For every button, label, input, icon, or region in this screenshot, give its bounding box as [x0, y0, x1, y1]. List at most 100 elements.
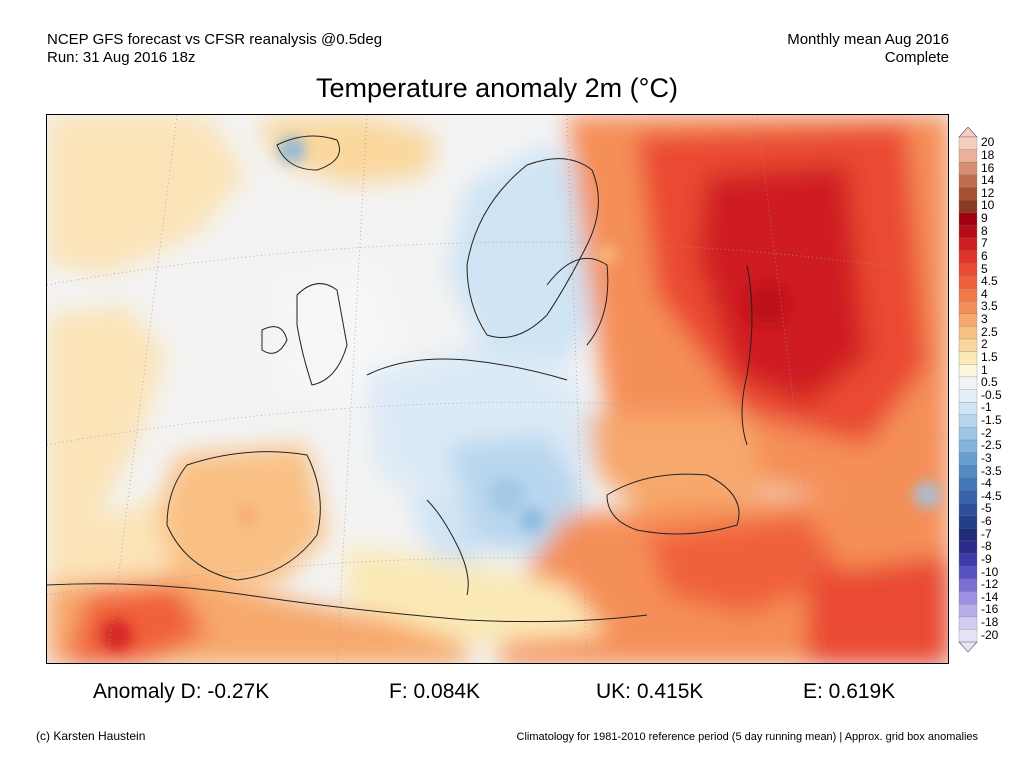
colorbar-swatch: [958, 477, 978, 491]
colorbar-swatch: [958, 376, 978, 390]
colorbar-tick-label: -1: [981, 400, 992, 415]
colorbar-swatch: [958, 414, 978, 428]
colorbar-tick-label: 9: [981, 211, 988, 226]
period-label: Monthly mean Aug 2016: [787, 31, 949, 48]
copyright: (c) Karsten Haustein: [36, 729, 146, 743]
colorbar-bottom-arrow: [958, 641, 978, 652]
colorbar-tick-label: 4: [981, 286, 988, 301]
colorbar-tick-label: -18: [981, 615, 999, 630]
colorbar-tick-label: 4.5: [981, 274, 998, 289]
colorbar-tick-label: -3.5: [981, 463, 1002, 478]
colorbar-tick-label: 2.5: [981, 324, 998, 339]
header-right: Monthly mean Aug 2016 Complete: [787, 31, 949, 67]
map-title: Temperature anomaly 2m (°C): [316, 73, 678, 103]
colorbar-tick-label: 5: [981, 261, 988, 276]
colorbar-tick-label: -4: [981, 476, 992, 491]
colorbar-swatch: [958, 250, 978, 264]
colorbar-tick-label: -5: [981, 501, 992, 516]
colorbar-swatch: [958, 439, 978, 454]
colorbar-swatch: [958, 452, 978, 466]
colorbar-swatch: [958, 351, 978, 365]
header-left: NCEP GFS forecast vs CFSR reanalysis @0.…: [47, 31, 382, 67]
colorbar-swatch: [958, 225, 978, 239]
colorbar-swatch: [958, 288, 978, 302]
stat-anomaly-d: Anomaly D: -0.27K: [93, 680, 270, 703]
model-label: NCEP GFS forecast vs CFSR reanalysis @0.…: [47, 31, 383, 48]
colorbar-tick-label: 12: [981, 185, 995, 200]
colorbar-swatch: [958, 237, 978, 252]
colorbar-swatch: [958, 313, 978, 327]
colorbar: [958, 127, 978, 652]
anomaly-map: [46, 114, 949, 664]
colorbar-swatch: [958, 616, 978, 630]
colorbar-swatch: [958, 553, 978, 567]
stats-row: Anomaly D: -0.27K F: 0.084K UK: 0.415K E…: [0, 680, 1024, 704]
colorbar-top-arrow: [958, 127, 978, 138]
colorbar-swatch: [958, 174, 978, 188]
colorbar-swatch: [958, 338, 978, 353]
colorbar-tick-label: 2: [981, 337, 988, 352]
colorbar-swatch: [958, 263, 978, 277]
colorbar-swatch: [958, 212, 978, 226]
colorbar-tick-label: 8: [981, 223, 988, 238]
colorbar-swatch: [958, 136, 978, 151]
colorbar-tick-label: 14: [981, 173, 995, 188]
colorbar-tick-label: -16: [981, 602, 999, 617]
run-label: Run: 31 Aug 2016 18z: [47, 49, 196, 66]
colorbar-tick-label: 1.5: [981, 349, 998, 364]
coastlines: [47, 135, 753, 623]
colorbar-swatch: [958, 490, 978, 504]
colorbar-swatch: [958, 427, 978, 441]
climatology-note: Climatology for 1981-2010 reference peri…: [516, 731, 978, 743]
anomaly-detail: [101, 136, 941, 651]
colorbar-tick-label: -8: [981, 539, 992, 554]
colorbar-swatch: [958, 364, 978, 378]
stat-e: E: 0.619K: [803, 680, 896, 703]
colorbar-tick-label: -10: [981, 564, 999, 579]
colorbar-swatch: [958, 578, 978, 592]
colorbar-swatch: [958, 629, 978, 643]
status-label: Complete: [884, 49, 949, 66]
colorbar-swatch: [958, 149, 978, 163]
colorbar-swatch: [958, 275, 978, 289]
colorbar-swatch: [958, 566, 978, 580]
stat-f: F: 0.084K: [389, 680, 481, 703]
graticule: [47, 115, 948, 663]
colorbar-tick-label: 0.5: [981, 375, 998, 390]
colorbar-swatch: [958, 603, 978, 618]
stat-uk: UK: 0.415K: [596, 680, 704, 703]
colorbar-swatch: [958, 401, 978, 416]
colorbar-tick-label: -0.5: [981, 387, 1002, 402]
colorbar-tick-label: 20: [981, 135, 995, 150]
colorbar-tick-label: -3: [981, 450, 992, 465]
colorbar-swatch: [958, 540, 978, 555]
colorbar-swatch: [958, 591, 978, 605]
colorbar-swatches: [958, 127, 978, 652]
colorbar-tick-label: 3: [981, 312, 988, 327]
colorbar-swatch: [958, 199, 978, 214]
colorbar-swatch: [958, 528, 978, 542]
colorbar-tick-label: 3.5: [981, 299, 998, 314]
colorbar-tick-label: -1.5: [981, 413, 1002, 428]
colorbar-tick-label: -2.5: [981, 438, 1002, 453]
colorbar-tick-label: -4.5: [981, 488, 1002, 503]
colorbar-tick-label: -9: [981, 551, 992, 566]
colorbar-tick-label: -14: [981, 589, 999, 604]
colorbar-tick-label: -20: [981, 627, 999, 642]
colorbar-tick-label: 1: [981, 362, 988, 377]
colorbar-tick-label: 16: [981, 160, 995, 175]
colorbar-swatch: [958, 465, 978, 479]
colorbar-tick-label: 10: [981, 198, 995, 213]
colorbar-tick-label: 7: [981, 236, 988, 251]
colorbar-swatch: [958, 389, 978, 403]
colorbar-swatch: [958, 300, 978, 315]
colorbar-swatch: [958, 515, 978, 529]
colorbar-tick-label: -6: [981, 514, 992, 529]
colorbar-tick-label: -7: [981, 526, 992, 541]
colorbar-tick-label: -12: [981, 577, 999, 592]
colorbar-tick-label: 18: [981, 147, 995, 162]
map-canvas: [47, 115, 948, 663]
colorbar-swatch: [958, 326, 978, 340]
colorbar-swatch: [958, 162, 978, 176]
colorbar-swatch: [958, 502, 978, 517]
